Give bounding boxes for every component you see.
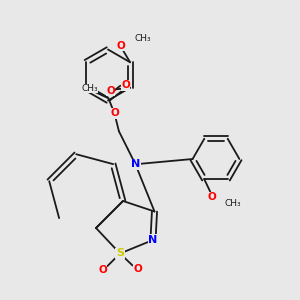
Text: S: S [116,248,124,259]
Text: CH₃: CH₃ [135,34,151,43]
Text: O: O [98,265,107,275]
Text: O: O [133,264,142,274]
Text: CH₃: CH₃ [224,199,241,208]
Text: O: O [110,108,119,118]
Text: O: O [117,41,125,51]
Text: O: O [207,192,216,202]
Text: O: O [106,86,115,96]
Text: O: O [121,80,130,90]
Text: CH₃: CH₃ [81,84,98,93]
Text: N: N [131,159,140,169]
Text: N: N [148,235,158,245]
